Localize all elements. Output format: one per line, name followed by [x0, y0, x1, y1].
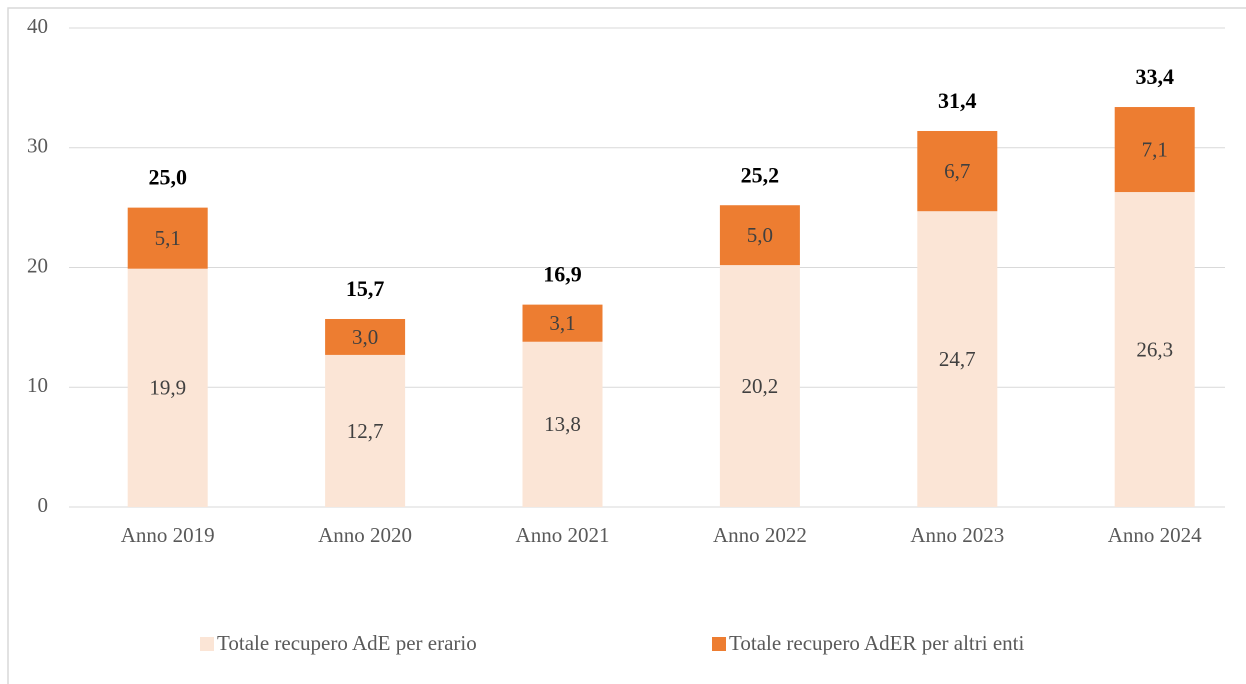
total-label: 25,2 [741, 162, 780, 187]
total-label: 25,0 [148, 165, 187, 190]
data-label: 12,7 [347, 419, 384, 443]
data-label: 20,2 [742, 374, 779, 398]
y-tick-label: 40 [27, 14, 48, 38]
bar-segment [1114, 192, 1195, 507]
x-tick-label: Anno 2019 [121, 523, 215, 547]
x-tick-label: Anno 2020 [318, 523, 412, 547]
data-label: 7,1 [1142, 137, 1168, 161]
legend-swatch [712, 637, 726, 651]
bar-segment [127, 207, 208, 269]
bar-segment [719, 205, 800, 266]
total-label: 31,4 [938, 88, 977, 113]
chart-frame [7, 7, 1246, 684]
data-label: 24,7 [939, 347, 976, 371]
y-tick-label: 10 [27, 373, 48, 397]
bar-segment [127, 268, 208, 507]
x-tick-label: Anno 2022 [713, 523, 807, 547]
data-label: 3,0 [352, 325, 378, 349]
bar-segment [917, 130, 998, 212]
bar-segment [719, 265, 800, 507]
y-tick-label: 30 [27, 134, 48, 158]
bar-segment [325, 354, 406, 507]
data-label: 13,8 [544, 412, 581, 436]
data-label: 5,0 [747, 223, 773, 247]
total-label: 15,7 [346, 276, 385, 301]
data-label: 19,9 [149, 376, 186, 400]
bar-segment [522, 341, 603, 507]
x-tick-label: Anno 2023 [910, 523, 1004, 547]
y-tick-label: 20 [27, 253, 48, 277]
bar-segment [522, 304, 603, 342]
legend-swatch [200, 637, 214, 651]
total-label: 33,4 [1135, 64, 1174, 89]
bar-segment [1114, 107, 1195, 193]
y-tick-label: 0 [38, 493, 49, 517]
legend-label: Totale recupero AdER per altri enti [729, 631, 1024, 655]
bar-segment [325, 318, 406, 355]
data-label: 6,7 [944, 159, 970, 183]
data-label: 5,1 [155, 226, 181, 250]
data-label: 3,1 [549, 311, 575, 335]
x-tick-label: Anno 2024 [1108, 523, 1202, 547]
data-label: 26,3 [1136, 337, 1173, 361]
bar-segment [917, 211, 998, 507]
total-label: 16,9 [543, 262, 582, 287]
legend-label: Totale recupero AdE per erario [217, 631, 477, 655]
x-tick-label: Anno 2021 [516, 523, 610, 547]
